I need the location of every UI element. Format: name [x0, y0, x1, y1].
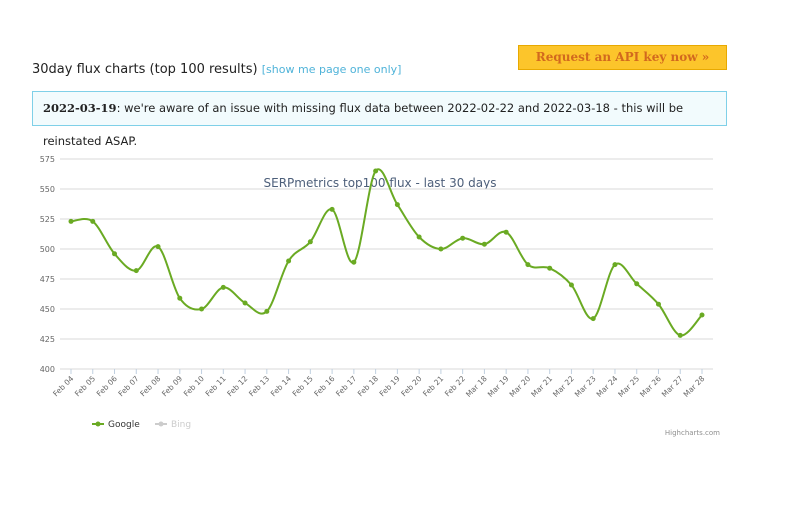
- x-tick-label: Mar 23: [573, 374, 598, 399]
- x-tick-label: Feb 10: [182, 374, 206, 398]
- point: [329, 206, 335, 212]
- heading-title: 30day flux charts (top 100 results): [32, 62, 258, 77]
- notice-date: 2022-03-19: [43, 101, 117, 115]
- legend-marker: [95, 421, 101, 427]
- point: [394, 202, 400, 208]
- x-tick-label: Feb 07: [116, 374, 140, 398]
- point: [112, 251, 118, 257]
- x-tick-label: Feb 20: [399, 374, 423, 398]
- point: [242, 300, 248, 306]
- x-tick-label: Mar 21: [529, 374, 554, 399]
- point: [199, 306, 205, 312]
- y-tick-label: 550: [40, 185, 55, 194]
- x-tick-label: Feb 13: [247, 374, 271, 398]
- x-tick-label: Feb 22: [443, 374, 467, 398]
- point: [655, 301, 661, 307]
- x-tick-label: Feb 04: [51, 374, 75, 398]
- legend-item[interactable]: Google: [108, 420, 140, 430]
- x-tick-label: Feb 12: [225, 374, 249, 398]
- x-tick-label: Feb 14: [269, 374, 293, 398]
- credits: Highcharts.com: [665, 429, 720, 437]
- x-tick-label: Mar 22: [551, 374, 576, 399]
- x-tick-label: Mar 27: [660, 374, 685, 399]
- legend-item[interactable]: Bing: [171, 420, 191, 430]
- point: [590, 316, 596, 322]
- point: [568, 282, 574, 288]
- point: [373, 168, 379, 174]
- point: [286, 258, 292, 264]
- point: [547, 265, 553, 271]
- y-tick-label: 400: [40, 365, 55, 374]
- chart-title: SERPmetrics top100 flux - last 30 days: [264, 176, 497, 190]
- series-line: [70, 168, 703, 337]
- heading: 30day flux charts (top 100 results) [sho…: [32, 62, 401, 77]
- x-tick-label: Feb 05: [73, 374, 97, 398]
- point: [264, 308, 270, 314]
- point: [481, 241, 487, 247]
- x-tick-label: Mar 19: [486, 374, 511, 399]
- y-tick-label: 475: [40, 275, 55, 284]
- point: [307, 239, 313, 245]
- x-tick-label: Feb 19: [378, 374, 402, 398]
- x-tick-label: Mar 28: [682, 374, 707, 399]
- y-tick-label: 450: [40, 305, 55, 314]
- point: [612, 262, 618, 268]
- x-tick-label: Mar 25: [616, 374, 641, 399]
- x-tick-label: Feb 09: [160, 374, 184, 398]
- point: [525, 262, 531, 268]
- point: [351, 259, 357, 265]
- point: [460, 235, 466, 241]
- x-tick-label: Mar 20: [508, 374, 533, 399]
- point: [438, 246, 444, 252]
- x-tick-label: Feb 08: [138, 374, 162, 398]
- x-tick-label: Feb 06: [95, 374, 119, 398]
- x-tick-label: Feb 18: [356, 374, 380, 398]
- point: [90, 218, 96, 224]
- x-tick-label: Feb 16: [312, 374, 336, 398]
- point: [177, 295, 183, 301]
- y-tick-label: 575: [40, 155, 55, 164]
- point: [155, 244, 161, 250]
- point: [503, 229, 509, 235]
- api-key-button[interactable]: Request an API key now »: [518, 45, 727, 70]
- point: [68, 218, 74, 224]
- notice-text: : we're aware of an issue with missing f…: [43, 101, 684, 148]
- y-tick-label: 425: [40, 335, 55, 344]
- x-tick-label: Mar 18: [464, 374, 489, 399]
- x-tick-label: Feb 21: [421, 374, 445, 398]
- notice: 2022-03-19: we're aware of an issue with…: [32, 91, 727, 148]
- point: [416, 234, 422, 240]
- y-tick-label: 500: [40, 245, 55, 254]
- chart: SERPmetrics top100 flux - last 30 days H…: [40, 155, 720, 437]
- point: [699, 312, 705, 318]
- page-one-link[interactable]: [show me page one only]: [261, 63, 402, 76]
- point: [634, 281, 640, 287]
- x-tick-label: Mar 26: [638, 374, 663, 399]
- legend-marker: [158, 421, 164, 427]
- x-tick-label: Mar 24: [595, 374, 620, 399]
- x-tick-label: Feb 17: [334, 374, 358, 398]
- point: [220, 284, 226, 290]
- point: [133, 268, 139, 274]
- x-tick-label: Feb 15: [291, 374, 315, 398]
- point: [677, 332, 683, 338]
- y-tick-label: 525: [40, 215, 55, 224]
- x-tick-label: Feb 11: [204, 374, 228, 398]
